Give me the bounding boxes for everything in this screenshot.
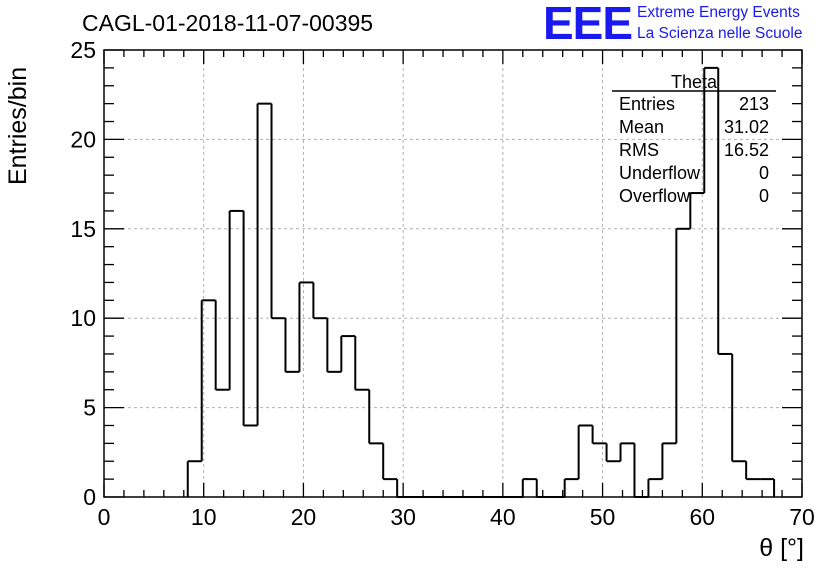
x-tick-label: 60 [689, 504, 715, 530]
x-axis-label: θ [°] [759, 534, 804, 562]
stats-value: 31.02 [724, 117, 769, 137]
eee-logo: EEE [543, 0, 633, 49]
y-tick-label: 5 [83, 395, 96, 421]
y-axis-label: Entries/bin [4, 66, 32, 185]
stats-label: Entries [619, 94, 675, 114]
x-tick-label: 0 [98, 504, 111, 530]
x-tick-label: 10 [191, 504, 217, 530]
logo-subtitle-line1: Extreme Energy Events [637, 4, 800, 21]
stats-title: Theta [671, 72, 718, 92]
stats-label: RMS [619, 140, 659, 160]
logo-subtitle-line2: La Scienza nelle Scuole [637, 25, 803, 42]
y-tick-label: 10 [70, 305, 96, 331]
y-tick-label: 20 [70, 126, 96, 152]
run-title: CAGL-01-2018-11-07-00395 [82, 10, 374, 36]
x-tick-label: 50 [590, 504, 616, 530]
plot-frame [103, 49, 803, 498]
y-tick-label: 15 [70, 216, 96, 242]
x-tick-label: 20 [291, 504, 317, 530]
stats-value: 0 [759, 186, 769, 206]
stats-label: Mean [619, 117, 664, 137]
x-tick-label: 30 [390, 504, 416, 530]
stats-label: Underflow [619, 163, 701, 183]
stats-label: Overflow [619, 186, 691, 206]
stats-value: 16.52 [724, 140, 769, 160]
x-tick-label: 70 [789, 504, 815, 530]
stats-value: 213 [739, 94, 769, 114]
stats-value: 0 [759, 163, 769, 183]
y-tick-label: 25 [70, 37, 96, 63]
y-tick-label: 0 [83, 484, 96, 510]
x-tick-label: 40 [490, 504, 516, 530]
